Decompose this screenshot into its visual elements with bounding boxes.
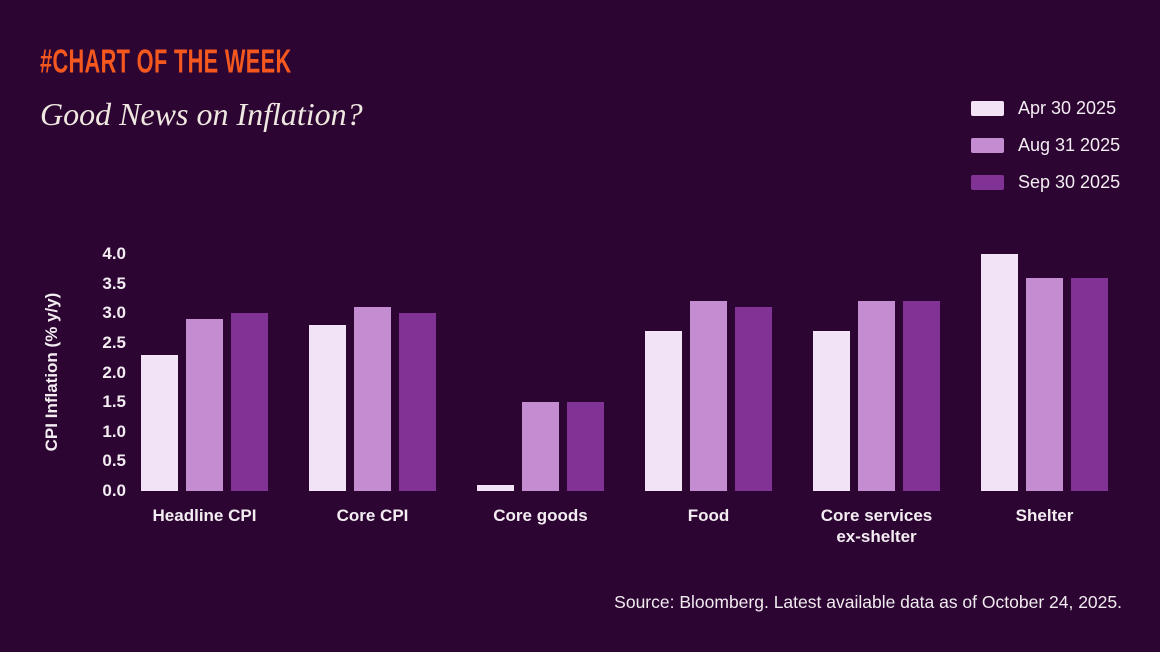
bar	[354, 307, 391, 491]
y-axis-label: CPI Inflation (% y/y)	[42, 292, 61, 452]
bar	[903, 301, 940, 491]
bar-cluster	[645, 254, 772, 491]
bar	[399, 313, 436, 491]
category-label: Shelter	[1015, 506, 1074, 525]
bar-group: Shelter	[981, 254, 1108, 547]
kicker-heading: #CHART OF THE WEEK	[40, 42, 292, 80]
y-axis-ticks: 4.0 3.5 3.0 2.5 2.0 1.5 1.0 0.5 0.0	[60, 244, 126, 500]
category-label: Headline CPI	[152, 506, 257, 525]
bar	[813, 331, 850, 491]
chart-title: Good News on Inflation?	[40, 96, 363, 132]
bar	[309, 325, 346, 491]
y-tick-label: 0.0	[102, 481, 126, 500]
bar-group: Food	[645, 254, 772, 547]
bar	[141, 354, 178, 491]
bar-cluster	[141, 254, 268, 491]
y-tick-label: 1.5	[102, 392, 126, 412]
plot-area: Headline CPI Core CPI Core goods Food Core s…	[141, 254, 1108, 547]
category-label: Core services ex-shelter	[820, 506, 933, 546]
bar	[522, 402, 559, 491]
bar	[477, 485, 514, 491]
legend-label: Apr 30 2025	[1018, 98, 1117, 118]
bar-group: Core goods	[477, 254, 604, 547]
bar	[231, 313, 268, 491]
bar-group: Headline CPI	[141, 254, 268, 547]
bar-cluster	[813, 254, 940, 491]
y-tick-label: 3.0	[102, 303, 126, 323]
legend-item: Aug 31 2025	[971, 135, 1122, 156]
bar-group: Core CPI	[309, 254, 436, 547]
category-label: Food	[687, 506, 730, 525]
bar	[690, 301, 727, 491]
bar	[645, 331, 682, 491]
legend-swatch-icon	[971, 175, 1004, 190]
legend-item: Apr 30 2025	[971, 98, 1122, 119]
category-label: Core CPI	[336, 506, 409, 525]
legend-item: Sep 30 2025	[971, 172, 1122, 193]
legend-label: Sep 30 2025	[1018, 172, 1121, 192]
bar	[858, 301, 895, 491]
bar	[735, 307, 772, 491]
bar	[567, 402, 604, 491]
y-tick-label: 2.0	[102, 362, 126, 382]
y-tick-label: 4.0	[102, 244, 126, 263]
y-tick-label: 1.0	[102, 421, 126, 441]
legend-swatch-icon	[971, 101, 1004, 116]
legend: Apr 30 2025 Aug 31 2025 Sep 30 2025	[971, 98, 1122, 193]
y-tick-label: 2.5	[102, 332, 126, 352]
bar	[186, 319, 223, 491]
legend-label: Aug 31 2025	[1018, 135, 1121, 155]
bar-cluster	[309, 254, 436, 491]
y-tick-label: 0.5	[102, 451, 126, 471]
y-tick-label: 3.5	[102, 273, 126, 293]
bar	[1026, 277, 1063, 491]
bar	[981, 254, 1018, 491]
bar	[1071, 277, 1108, 491]
category-label: Core goods	[493, 506, 588, 525]
legend-swatch-icon	[971, 138, 1004, 153]
bar-cluster	[981, 254, 1108, 491]
bar-cluster	[477, 254, 604, 491]
bar-group: Core services ex-shelter	[813, 254, 940, 547]
source-note: Source: Bloomberg. Latest available data…	[614, 592, 1122, 612]
